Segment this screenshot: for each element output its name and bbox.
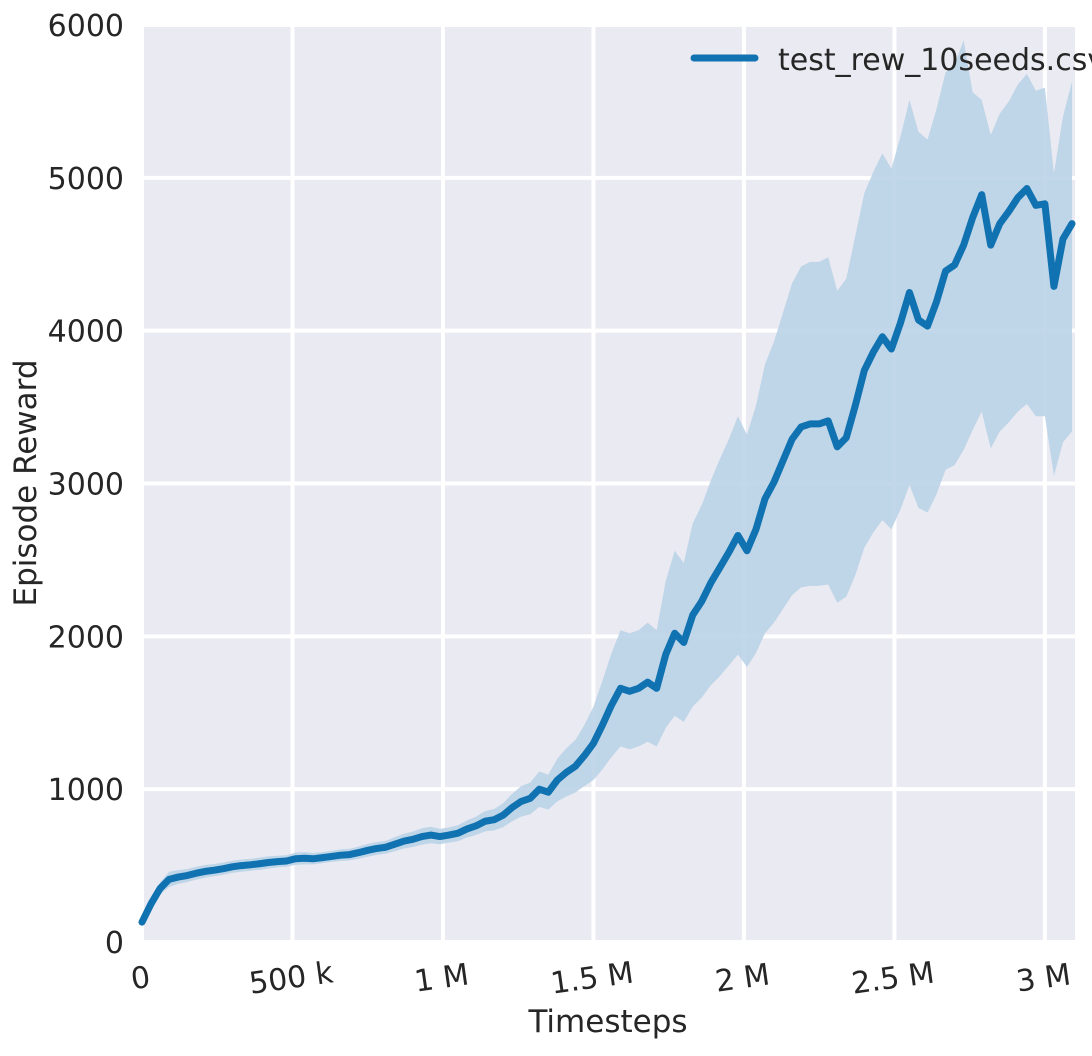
y-axis-tick-labels: 0 1000 2000 3000 4000 5000 6000 (48, 9, 124, 961)
x-tick-label: 3 M (1014, 957, 1073, 999)
legend-label: test_rew_10seeds.csv (778, 43, 1092, 78)
x-axis-title: Timesteps (527, 1004, 687, 1040)
y-tick-label: 4000 (48, 315, 124, 350)
y-tick-label: 0 (105, 926, 124, 961)
y-tick-label: 5000 (48, 162, 124, 197)
y-tick-label: 2000 (48, 620, 124, 655)
x-tick-label: 1 M (412, 957, 471, 999)
legend[interactable]: test_rew_10seeds.csv (690, 43, 1092, 78)
data-line-test-rew-10seeds (138, 185, 1076, 926)
confidence-band (142, 40, 1072, 923)
y-axis-title: Episode Reward (8, 359, 44, 606)
x-tick-label: 2 M (713, 957, 772, 999)
y-tick-label: 3000 (48, 468, 124, 503)
y-tick-label: 1000 (48, 773, 124, 808)
y-tick-label: 6000 (48, 9, 124, 44)
x-tick-label: 0 (129, 960, 153, 997)
